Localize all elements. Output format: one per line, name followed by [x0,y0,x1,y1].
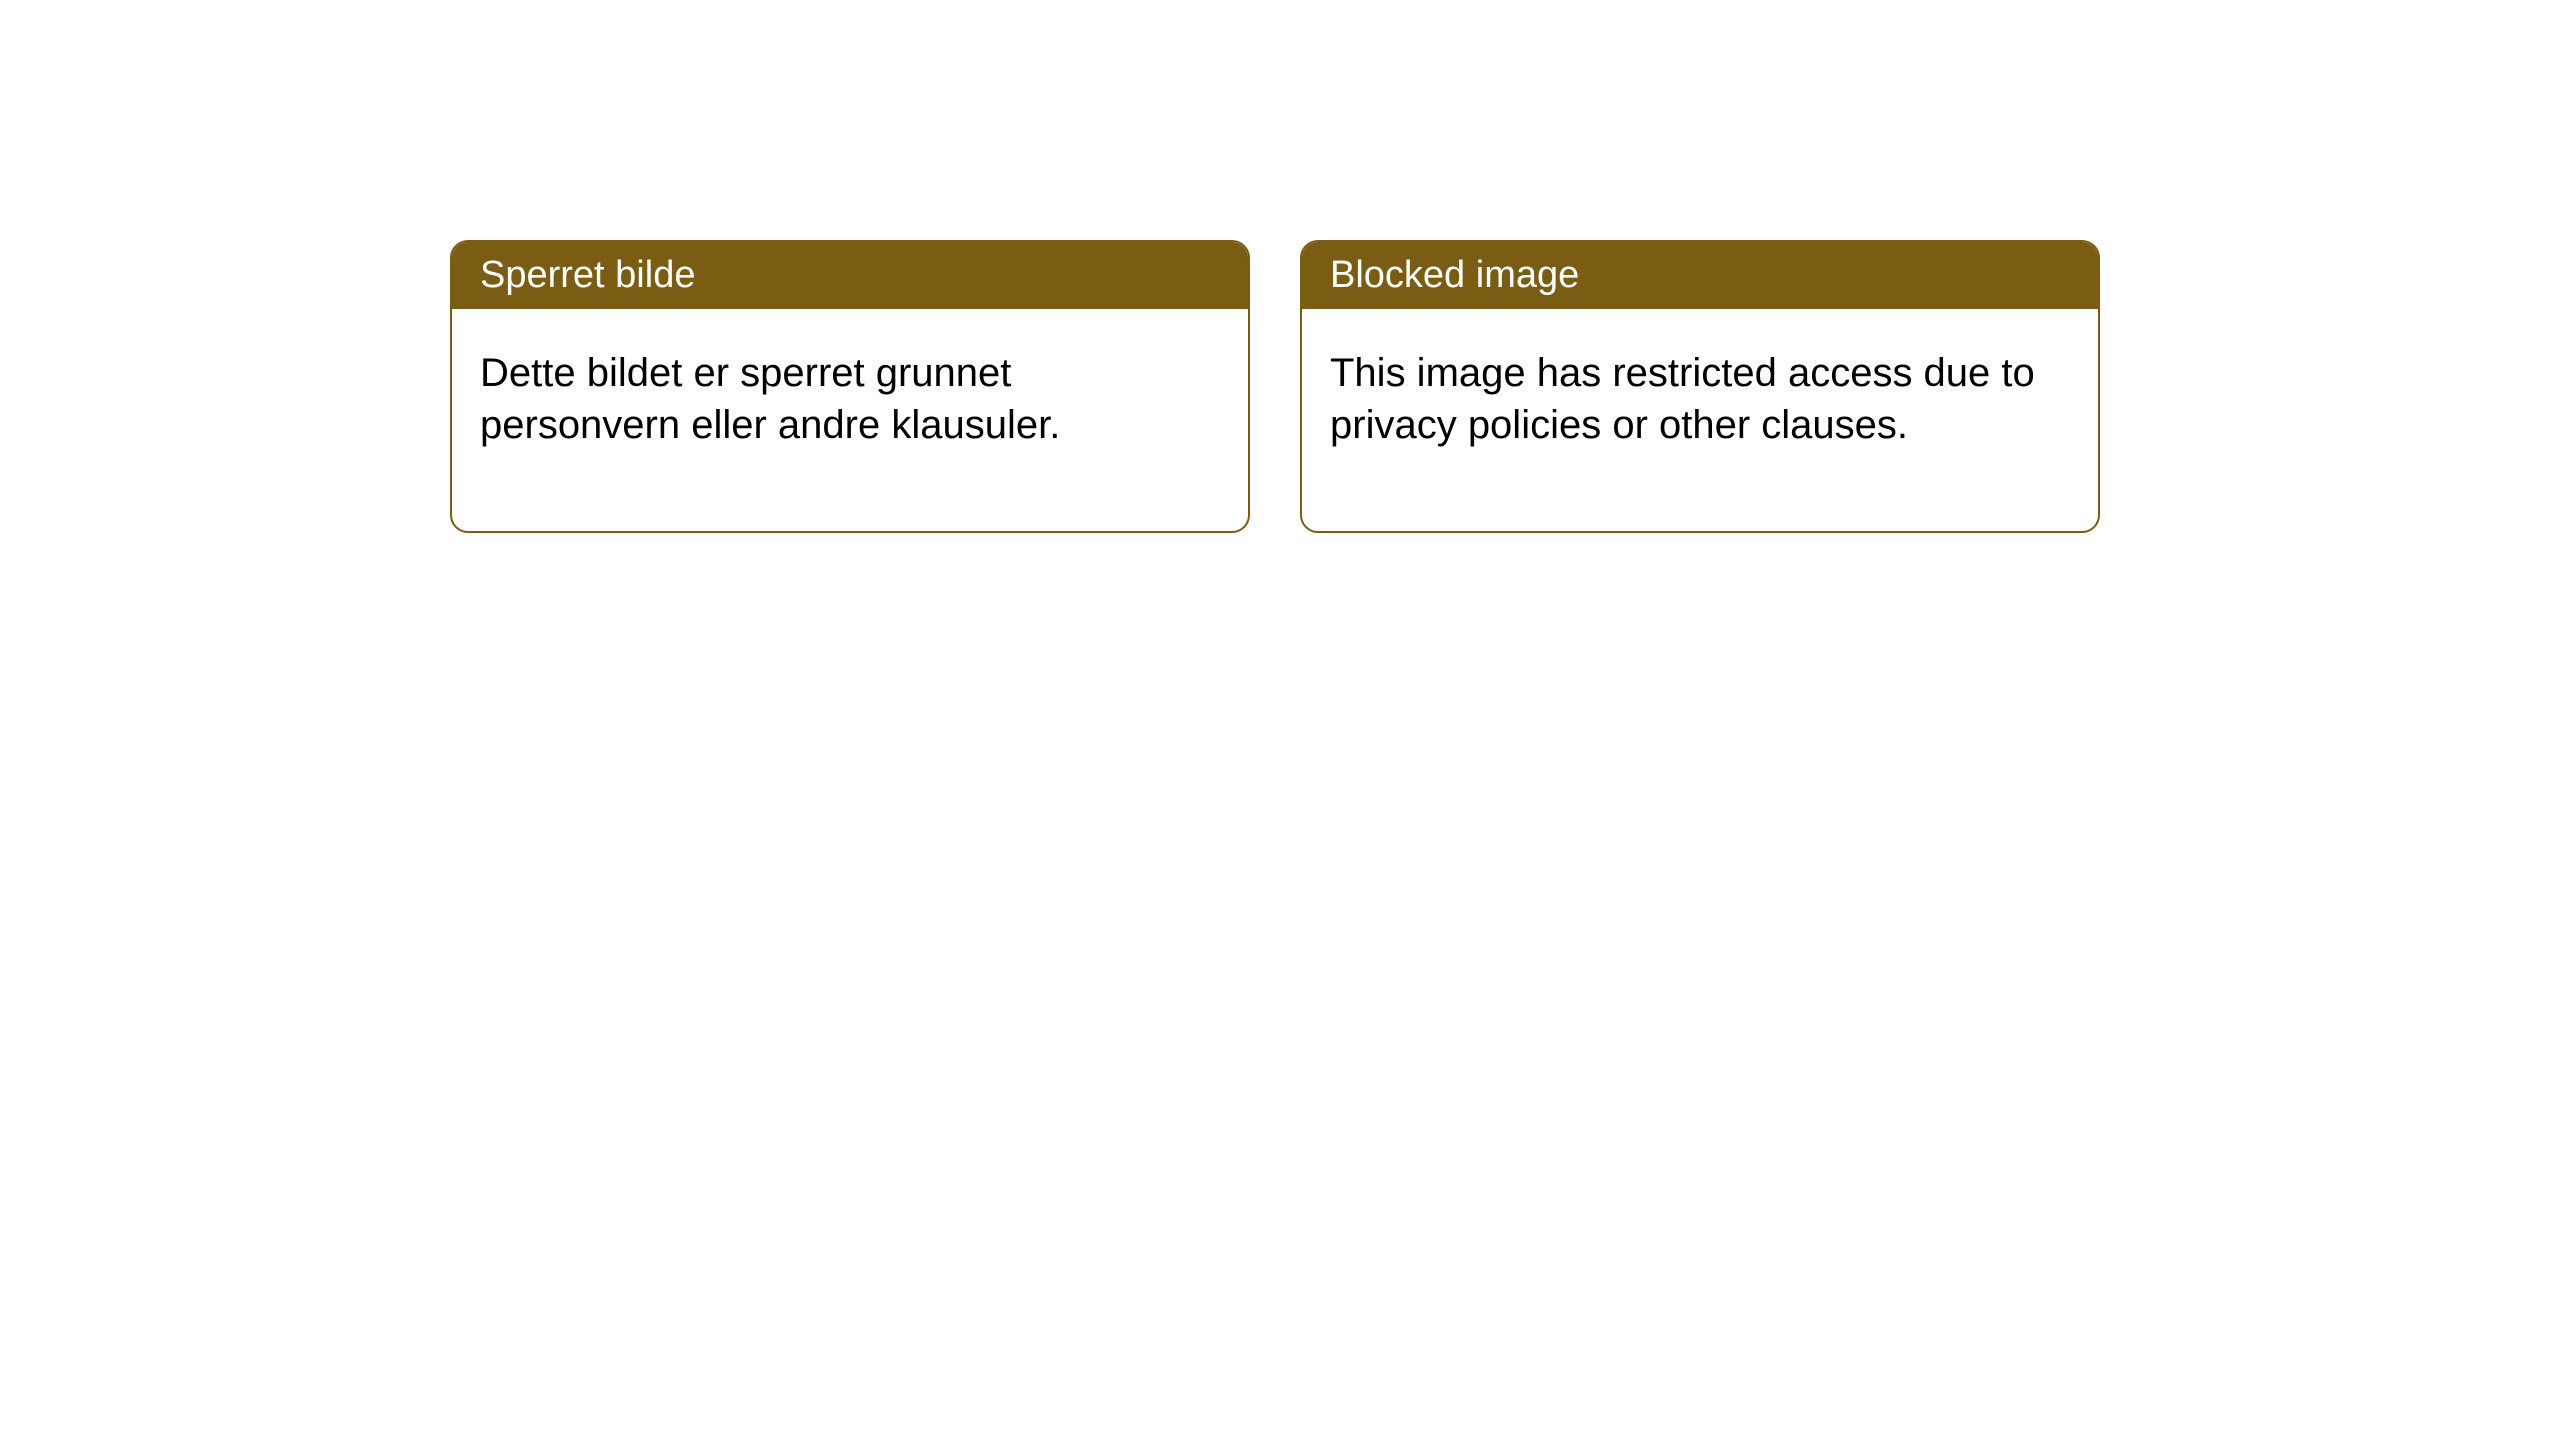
notice-card-title: Sperret bilde [452,242,1248,309]
notice-card-english: Blocked image This image has restricted … [1300,240,2100,533]
notice-card-body: This image has restricted access due to … [1302,309,2098,531]
notice-card-body: Dette bildet er sperret grunnet personve… [452,309,1248,531]
notice-card-norwegian: Sperret bilde Dette bildet er sperret gr… [450,240,1250,533]
notice-container: Sperret bilde Dette bildet er sperret gr… [450,240,2100,533]
notice-card-title: Blocked image [1302,242,2098,309]
